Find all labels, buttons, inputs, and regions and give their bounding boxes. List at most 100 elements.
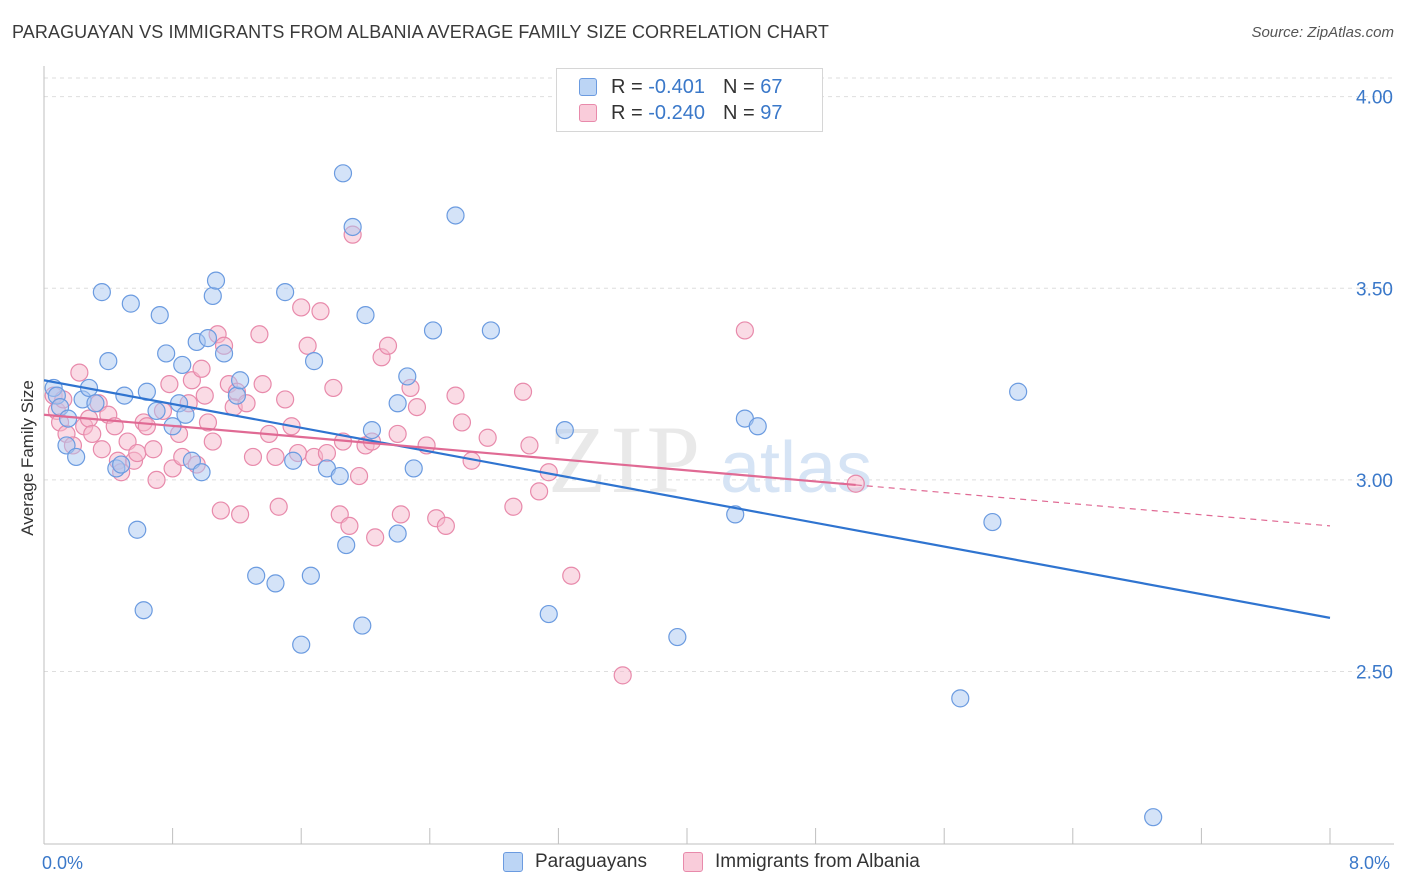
trend-lines [43, 379, 1331, 619]
legend-swatch-pink [579, 104, 597, 122]
legend-swatch-pink [683, 852, 703, 872]
albania-point [311, 302, 330, 321]
x-tick-label-max: 8.0% [1349, 853, 1391, 873]
albania-point [349, 466, 369, 486]
paraguayans-point [555, 420, 574, 440]
paraguayans-point [231, 371, 250, 390]
albania-point [520, 436, 539, 455]
paraguayans-point [1009, 382, 1028, 401]
albania-point [446, 386, 465, 405]
paraguayans-point [951, 689, 970, 708]
trend-line-extension-albania-point [855, 484, 1331, 527]
albania-point [144, 440, 163, 459]
paraguayans-point [404, 459, 423, 478]
albania-point [735, 321, 754, 340]
albania-point [243, 447, 263, 467]
paraguayans-point [539, 604, 558, 624]
legend-n-value: 67 [760, 75, 783, 98]
albania-point [83, 424, 102, 444]
paraguayans-point [99, 352, 118, 371]
paraguayans-point [176, 405, 195, 424]
paraguayans-point [121, 294, 140, 313]
legend-r-label: R = [611, 101, 643, 124]
albania-point [231, 505, 250, 524]
legend-r-value: -0.240 [648, 101, 705, 124]
paraguayans-point [92, 283, 111, 302]
paraguayans-point [67, 447, 86, 467]
albania-point [324, 378, 343, 398]
series-legend: Paraguayans Immigrants from Albania [0, 851, 1406, 877]
legend-label: Paraguayans [535, 851, 647, 872]
paraguayans-point [362, 420, 382, 440]
albania-point [198, 413, 218, 432]
paraguayans-point [330, 466, 349, 486]
albania-point [128, 443, 147, 463]
albania-point [613, 666, 632, 685]
y-axis-label: Average Family Size [18, 380, 37, 536]
albania-point [250, 325, 269, 344]
paraguayans-point [748, 417, 767, 436]
albania-point [388, 424, 407, 444]
albania-point [70, 363, 89, 382]
paraguayans-point [668, 627, 687, 647]
albania-point [478, 428, 497, 447]
paraguayans-point [423, 321, 443, 340]
albania-point [195, 386, 214, 405]
albania-point [452, 413, 472, 432]
albania-point [192, 359, 211, 378]
albania-point [292, 298, 311, 317]
paraguayans-point [112, 455, 131, 474]
trend-line-albania-point [43, 413, 856, 487]
legend-row-paraguayans: R = -0.401 N = 67 [579, 75, 782, 99]
paraguayans-point [59, 409, 78, 428]
legend-item-paraguayans[interactable]: Paraguayans [503, 851, 647, 873]
albania-point [298, 336, 317, 355]
albania-point [513, 382, 533, 401]
paraguayans-point [292, 635, 311, 654]
albania-point [92, 440, 111, 459]
albania-point [137, 417, 156, 436]
paraguayans-point [343, 217, 362, 237]
paraguayans-point [337, 535, 356, 555]
albania-point [317, 443, 337, 463]
paraguayans-point [173, 355, 192, 375]
albania-point [562, 566, 581, 585]
paraguayans-point [150, 306, 169, 325]
source-label: Source: ZipAtlas.com [1251, 24, 1394, 41]
paraguayans-point [192, 463, 211, 482]
paraguayans-point [203, 286, 222, 306]
paraguayans-point [157, 344, 176, 363]
albania-point [269, 497, 288, 516]
albania-point [266, 447, 285, 467]
legend-swatch-blue [503, 852, 523, 872]
albania-point [211, 501, 230, 520]
paraguayans-point [134, 601, 153, 620]
albania-point [147, 470, 166, 490]
albania-point [407, 397, 427, 417]
paraguayans-point [198, 329, 218, 348]
albania-point [276, 390, 295, 409]
paraguayans-point [481, 321, 500, 340]
axes [43, 66, 1394, 845]
paraguayans-point [276, 283, 295, 302]
legend-item-albania[interactable]: Immigrants from Albania [683, 851, 920, 873]
paraguayans-point [304, 352, 324, 371]
paraguayans-point [353, 616, 372, 635]
legend-row-albania: R = -0.240 N = 97 [579, 101, 782, 125]
y-tick-label: 3.00 [1356, 471, 1393, 492]
legend-n-value: 97 [760, 101, 783, 124]
albania-point [160, 374, 179, 394]
legend-n-label: N = [722, 101, 755, 124]
paraguayans-point [356, 306, 375, 325]
paraguayans-point [301, 566, 320, 585]
paraguayans-point [284, 451, 303, 470]
trend-line-paraguayans-point [43, 379, 1331, 619]
paraguayans-point [446, 206, 465, 225]
paraguayans-point [388, 394, 407, 413]
paraguayans-point [388, 524, 407, 543]
y-tick-label: 2.50 [1356, 663, 1393, 684]
paraguayans-point [128, 520, 147, 539]
y-tick-labels: 2.50 3.00 3.50 4.00 [1356, 88, 1393, 684]
correlation-legend: R = -0.401 N = 67 R = -0.240 N = 97 [556, 68, 823, 132]
